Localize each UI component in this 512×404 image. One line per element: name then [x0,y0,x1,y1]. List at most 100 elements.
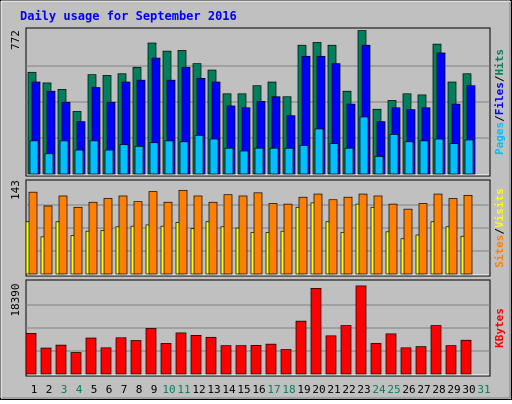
x-tick-label: 9 [151,383,158,396]
side-legend-part: / [493,75,506,82]
panel-visits-sites: 143 Sites/Visits [9,179,506,277]
bar-sites [178,189,188,275]
bar-kbytes [265,343,277,375]
bar-pages [194,135,204,175]
bar-sites [388,203,398,275]
bar-sites [28,191,38,275]
bar-sites [163,201,173,275]
x-tick-label: 7 [121,383,128,396]
side-legend: KBytes [493,308,506,348]
bar-pages [419,140,429,175]
x-tick-label: 5 [91,383,98,396]
bar-sites [373,195,383,275]
chart-panels: 772Pages/Files/Hits143Sites/Visits18390K… [9,27,506,377]
bar-pages [134,146,144,175]
bar-sites [193,195,203,275]
bar-kbytes [40,347,52,375]
bar-pages [44,153,54,175]
x-tick-label: 25 [387,383,400,396]
x-tick-label: 31 [477,383,490,396]
bar-pages [74,149,84,175]
bar-pages [254,147,264,175]
x-tick-label: 10 [162,383,175,396]
bar-pages [179,141,189,175]
bar-sites [223,194,233,275]
series-kbytes [25,285,472,375]
bar-kbytes [325,335,337,375]
x-tick-label: 24 [372,383,386,396]
bar-kbytes [55,344,67,375]
bar-sites [73,206,83,275]
x-tick-label: 15 [237,383,250,396]
bar-pages [209,138,219,175]
bar-pages [449,143,459,175]
bar-pages [359,116,369,175]
bar-sites [103,198,113,275]
x-tick-label: 8 [136,383,143,396]
bar-kbytes [340,325,352,375]
bar-kbytes [430,325,442,375]
x-tick-label: 17 [267,383,280,396]
bar-sites [343,196,353,275]
bar-kbytes [160,343,172,375]
bar-pages [119,144,129,175]
bar-kbytes [460,339,472,375]
x-axis: 1 2 3 4 5 6 7 8 9 10 11 12 13 14 15 16 17 18 19 20 21 22 23 24 2… [31,383,491,396]
side-legend: Pages/Files/Hits [493,49,506,155]
bar-pages [284,147,294,175]
side-legend-part: Pages [493,122,506,155]
bar-pages [299,145,309,175]
bar-kbytes [115,337,127,375]
bar-kbytes [25,333,37,375]
bar-sites [148,191,158,275]
side-legend-part: Files [493,82,506,115]
x-tick-label: 13 [207,383,220,396]
bar-kbytes [445,345,457,375]
x-tick-label: 2 [46,383,53,396]
bar-pages [344,147,354,175]
bar-pages [314,128,324,175]
series-pages [29,116,474,175]
series-sites [28,189,473,275]
bar-pages [374,156,384,175]
x-tick-label: 16 [252,383,265,396]
bar-sites [58,195,68,275]
bar-sites [358,193,368,275]
x-tick-label: 28 [432,383,445,396]
x-tick-label: 11 [177,383,190,396]
bar-kbytes [370,343,382,375]
bar-pages [389,134,399,175]
x-tick-label: 30 [462,383,475,396]
bar-pages [224,147,234,175]
x-tick-label: 20 [312,383,325,396]
bar-pages [59,140,69,175]
bar-kbytes [310,288,322,375]
bar-kbytes [190,334,202,375]
bar-sites [463,194,473,275]
x-tick-label: 19 [297,383,310,396]
bar-sites [268,203,278,275]
bar-sites [433,193,443,275]
bar-pages [149,142,159,175]
bar-kbytes [70,352,82,375]
side-legend-part: KBytes [493,308,506,348]
side-legend-part: Visits [493,188,506,228]
side-legend-part: Hits [493,49,506,76]
x-tick-label: 18 [282,383,295,396]
bar-sites [298,196,308,275]
bar-sites [208,201,218,275]
bar-sites [418,203,428,275]
bar-sites [283,203,293,275]
x-tick-label: 3 [61,383,68,396]
bar-kbytes [280,349,292,375]
bar-kbytes [355,285,367,375]
bar-pages [239,150,249,175]
bar-pages [464,139,474,175]
bar-kbytes [235,345,247,375]
y-max-label: 143 [9,180,22,200]
bar-kbytes [145,328,157,375]
side-legend-part: / [493,115,506,122]
y-max-label: 772 [9,30,22,50]
